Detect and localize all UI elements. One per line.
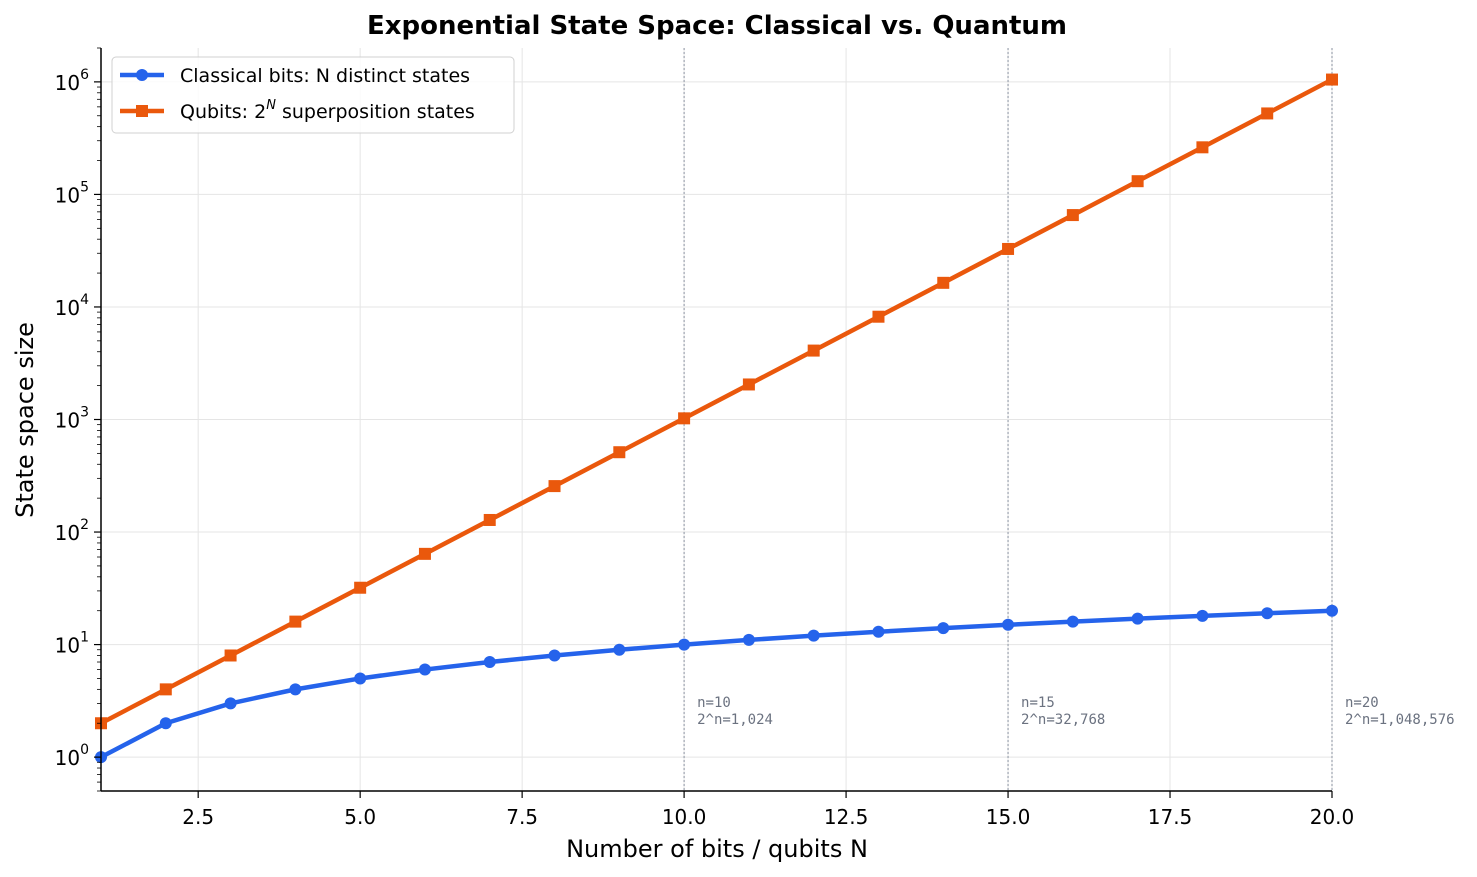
data-point [289, 683, 302, 696]
annotations: n=102^n=1,024 n=152^n=32,768 n=202^n=1,048… [697, 695, 1454, 728]
data-point [937, 276, 950, 289]
data-point [289, 615, 302, 628]
grid [101, 48, 1333, 791]
data-point [159, 717, 172, 730]
x-tick-label: 7.5 [506, 805, 538, 829]
series-line-2 [99, 77, 1334, 726]
annotation-count: 2^n=1,024 [697, 712, 773, 728]
series-line-1 [99, 608, 1333, 760]
data-point [1196, 141, 1209, 154]
data-point [483, 656, 496, 669]
data-point [1002, 242, 1015, 255]
data-point [1261, 607, 1274, 620]
data-point [418, 547, 431, 560]
y-tick-label: 106 [55, 67, 89, 95]
x-tick-label: 17.5 [1148, 805, 1193, 829]
y-tick-label: 103 [55, 405, 89, 433]
annotation-n: n=20 [1345, 695, 1379, 711]
data-point [354, 672, 367, 685]
data-point [678, 638, 691, 651]
x-axis-label: Number of bits / qubits N [566, 835, 868, 863]
data-point [1326, 604, 1338, 617]
data-point [1131, 612, 1144, 625]
series-group [95, 73, 1338, 764]
x-tick-label: 2.5 [182, 805, 214, 829]
x-tick-label: 10.0 [662, 805, 707, 829]
data-point [548, 649, 561, 662]
data-point [1066, 615, 1079, 628]
x-tick-label: 15.0 [986, 805, 1031, 829]
legend-marker [136, 69, 148, 81]
legend-label-1: Classical bits: N distinct states [180, 65, 470, 87]
data-point [613, 446, 626, 459]
data-point [872, 625, 885, 638]
data-point [483, 513, 496, 526]
data-point [548, 480, 561, 493]
annotation-count: 2^n=1,048,576 [1345, 712, 1455, 728]
data-point [1261, 107, 1274, 120]
data-point [742, 633, 755, 646]
data-point [613, 643, 626, 656]
data-point [807, 629, 820, 642]
data-point [937, 622, 950, 635]
data-point [354, 581, 367, 594]
x-tick-label: 5.0 [344, 805, 376, 829]
data-point [1326, 73, 1338, 86]
legend-box [111, 56, 515, 134]
y-tick-label: 102 [55, 517, 89, 545]
data-point [418, 663, 431, 676]
legend-marker [136, 105, 148, 117]
chart-title: Exponential State Space: Classical vs. Q… [367, 11, 1067, 41]
annotation-n: n=10 [697, 695, 731, 711]
data-point [224, 649, 237, 662]
axes: 2.5 5.0 7.5 10.0 12.5 15.0 17.5 20.0 100 101 102 10… [55, 47, 1355, 829]
y-tick-label: 100 [55, 742, 89, 770]
data-point [1196, 609, 1209, 622]
legend: Classical bits: N distinct states Qubits:… [111, 56, 515, 134]
x-tick-label: 12.5 [824, 805, 869, 829]
data-point [224, 697, 237, 710]
y-axis-label: State space size [11, 322, 39, 518]
data-point [159, 683, 172, 696]
y-tick-label: 105 [55, 179, 89, 207]
data-point [872, 310, 885, 323]
data-point [1131, 175, 1144, 188]
legend-label-2: Qubits: 2N superposition states [180, 98, 475, 123]
annotation-n: n=15 [1021, 695, 1055, 711]
annotation-count: 2^n=32,768 [1021, 712, 1105, 728]
data-point [807, 344, 820, 357]
data-point [1066, 209, 1079, 222]
data-point [1002, 618, 1015, 631]
y-tick-label: 101 [55, 630, 89, 658]
data-point [678, 412, 691, 425]
data-point [742, 378, 755, 391]
x-tick-label: 20.0 [1310, 805, 1355, 829]
y-tick-label: 104 [55, 292, 89, 320]
